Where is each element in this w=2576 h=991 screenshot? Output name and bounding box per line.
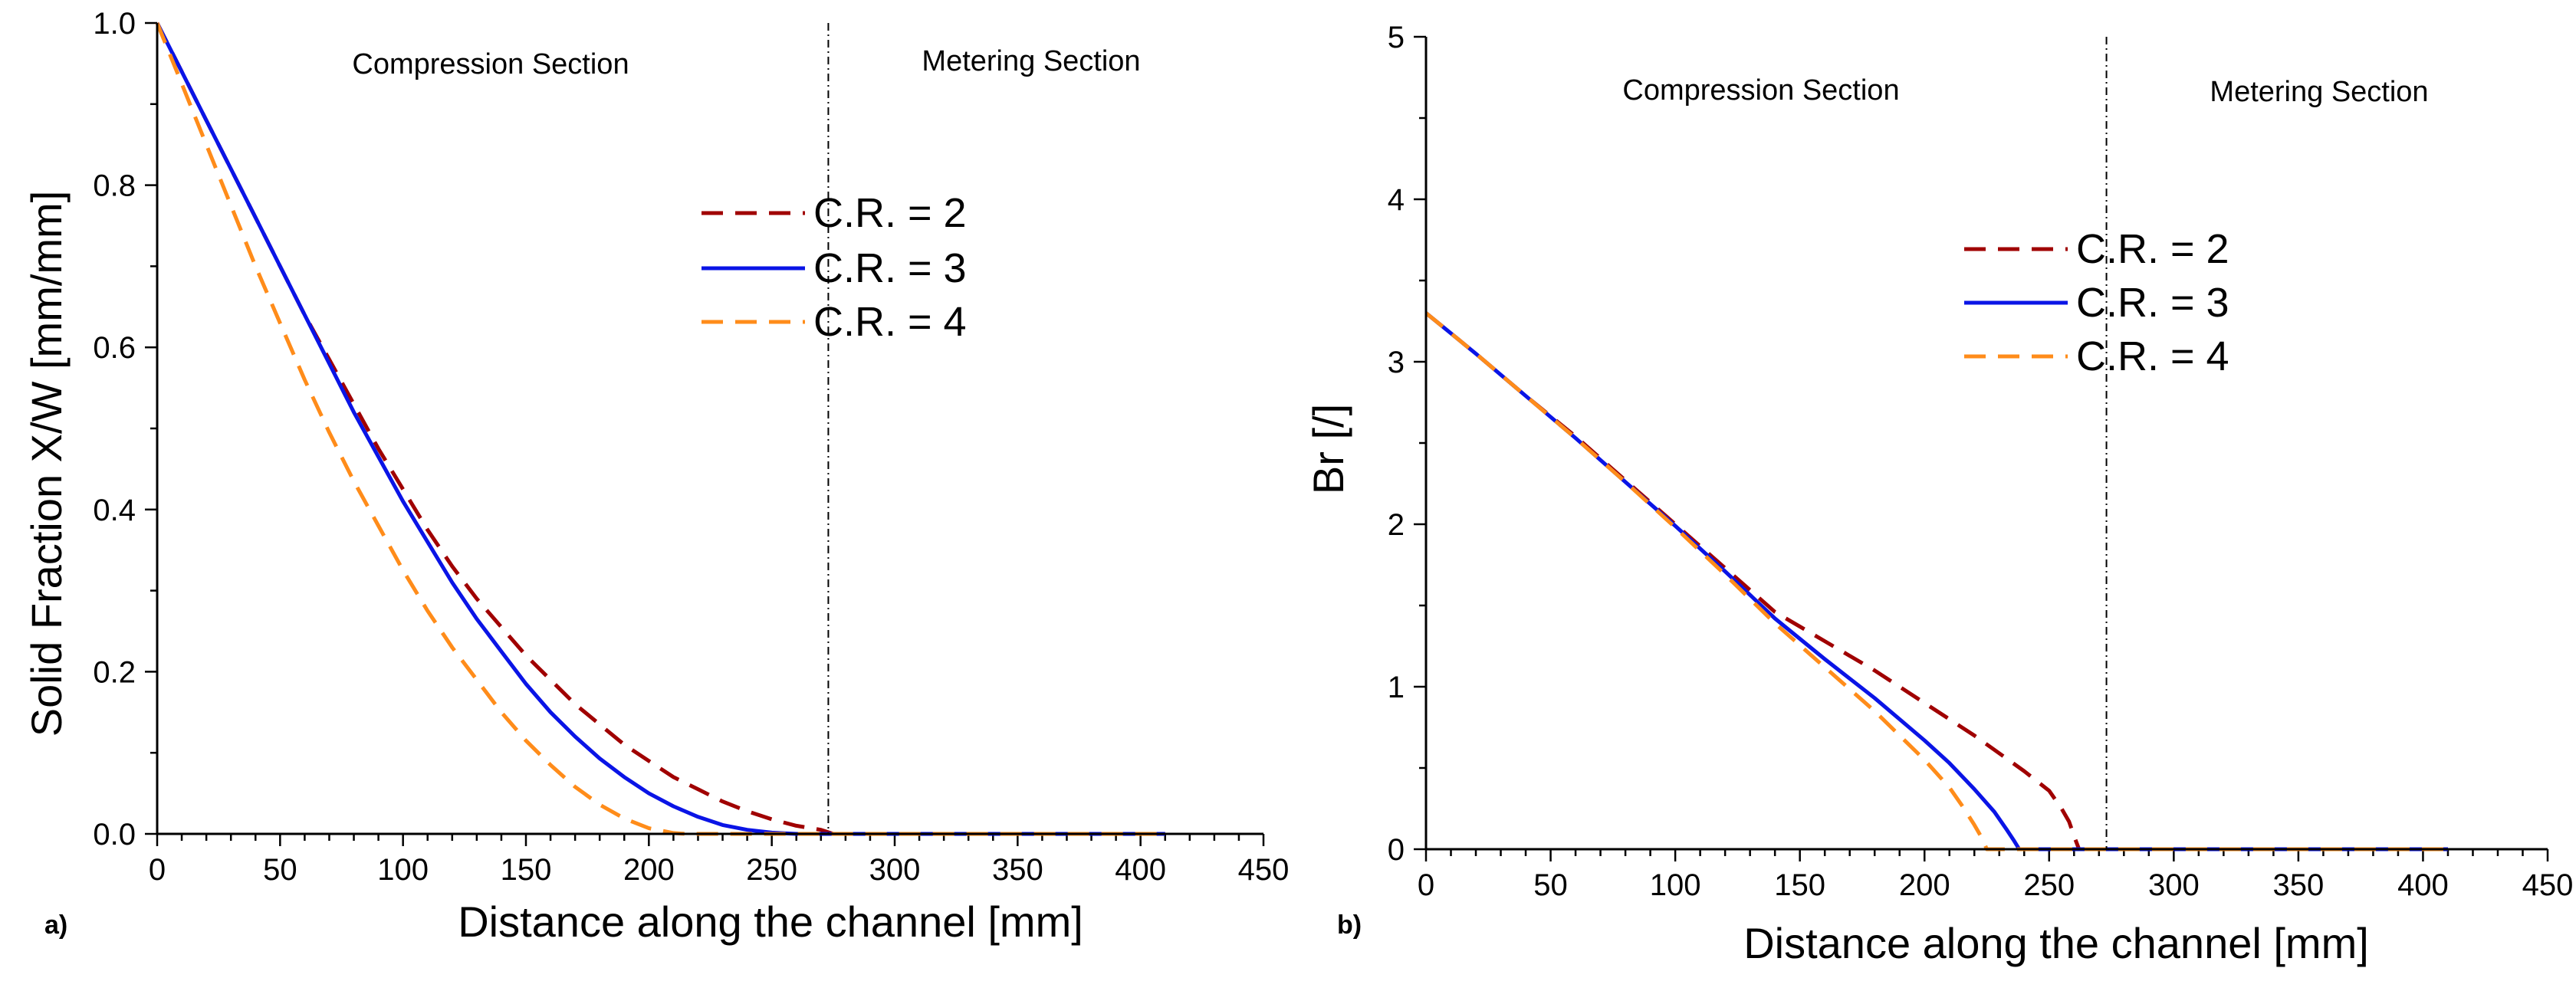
x-tick-label: 450 (1238, 853, 1290, 887)
x-tick-label: 350 (992, 853, 1043, 887)
x-tick-label: 50 (263, 853, 297, 887)
y-tick-label: 0.6 (93, 331, 136, 365)
x-tick-label: 0 (149, 853, 166, 887)
x-tick-label: 300 (2148, 868, 2200, 902)
x-tick-label: 100 (377, 853, 429, 887)
panel-b-label: b) (1337, 911, 1362, 940)
series-line-cr3 (155, 21, 1165, 836)
panel-b-y-axis-title: Br [/] (1304, 404, 1352, 494)
panel-a-metering-label: Metering Section (922, 45, 1140, 77)
y-tick-label: 1 (1388, 671, 1405, 704)
panel-b-legend-label-cr4: C.R. = 4 (2076, 333, 2229, 379)
x-tick-label: 150 (501, 853, 552, 887)
panel-b-series (1424, 311, 2448, 852)
x-tick-label: 200 (623, 853, 675, 887)
x-tick-label: 0 (1418, 868, 1434, 902)
series-line-cr2 (155, 21, 1165, 836)
panel-b-legend-label-cr3: C.R. = 3 (2076, 280, 2229, 326)
y-tick-label: 0.8 (93, 169, 136, 203)
x-tick-label: 250 (2023, 868, 2075, 902)
panel-a-label: a) (44, 911, 67, 940)
x-tick-label: 450 (2522, 868, 2574, 902)
x-tick-label: 400 (2397, 868, 2449, 902)
x-tick-label: 400 (1115, 853, 1166, 887)
panel-b-tick-marks (1414, 35, 2549, 861)
y-tick-label: 5 (1388, 21, 1405, 54)
panel-b-chart: b) Compression Section Metering Section … (1304, 21, 2573, 967)
series-line-cr2 (1424, 311, 2448, 852)
y-tick-label: 0.4 (93, 494, 136, 527)
panel-a-legend-label-cr2: C.R. = 2 (813, 190, 967, 236)
x-tick-label: 350 (2273, 868, 2325, 902)
x-tick-label: 200 (1899, 868, 1950, 902)
series-line-cr3 (1424, 311, 2448, 852)
panel-a-legend-label-cr4: C.R. = 4 (813, 299, 967, 345)
panel-a-compression-label: Compression Section (352, 48, 629, 80)
series-line-cr4 (1424, 311, 2448, 852)
x-tick-label: 250 (746, 853, 797, 887)
x-tick-label: 50 (1533, 868, 1568, 902)
panel-a-x-tick-labels: 0 50 100 150 200 250 300 350 400 450 (149, 853, 1290, 887)
y-tick-label: 3 (1388, 346, 1405, 379)
panel-b-x-tick-labels: 0 50 100 150 200 250 300 350 400 450 (1418, 868, 2574, 902)
x-tick-label: 100 (1650, 868, 1701, 902)
panel-b-legend-label-cr2: C.R. = 2 (2076, 226, 2229, 272)
panel-a-tick-marks (145, 21, 1265, 846)
y-tick-label: 0 (1388, 833, 1405, 867)
panel-b-x-axis-title: Distance along the channel [mm] (1743, 919, 2369, 967)
panel-a-x-axis-title: Distance along the channel [mm] (458, 897, 1083, 946)
panel-a-legend: C.R. = 2 C.R. = 3 C.R. = 4 (702, 190, 967, 345)
panel-b-legend: C.R. = 2 C.R. = 3 C.R. = 4 (1964, 226, 2229, 379)
series-line-cr4 (155, 22, 1165, 836)
panel-a-y-tick-labels: 0.0 0.2 0.4 0.6 0.8 1.0 (93, 7, 136, 852)
panel-b-metering-label: Metering Section (2210, 76, 2428, 108)
panel-a-chart: a) Compression Section Metering Section … (22, 7, 1289, 946)
panel-b-compression-label: Compression Section (1622, 74, 1899, 107)
x-tick-label: 300 (869, 853, 921, 887)
y-tick-label: 0.2 (93, 655, 136, 689)
panel-b-y-tick-labels: 0 1 2 3 4 5 (1388, 21, 1405, 867)
panel-a-legend-label-cr3: C.R. = 3 (813, 245, 967, 291)
panel-a-y-axis-title: Solid Fraction X/W [mm/mm] (22, 191, 71, 737)
y-tick-label: 2 (1388, 508, 1405, 542)
x-tick-label: 150 (1774, 868, 1825, 902)
panel-a-series (155, 21, 1165, 836)
y-tick-label: 0.0 (93, 818, 136, 852)
y-tick-label: 4 (1388, 183, 1405, 217)
y-tick-label: 1.0 (93, 7, 136, 41)
